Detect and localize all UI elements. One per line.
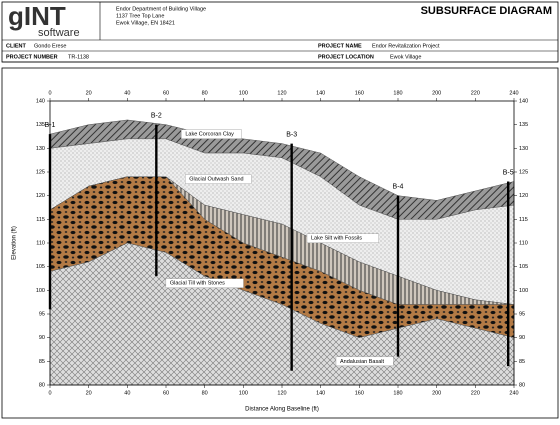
y-tick-label: 100 [36, 288, 45, 294]
x-tick-label: 180 [393, 90, 402, 96]
layer-label: Lake Corcoran Clay [185, 132, 234, 138]
y-tick-label: 130 [519, 146, 528, 152]
company-line: Ewok Village, EN 18421 [116, 20, 175, 26]
y-tick-label: 105 [519, 264, 528, 270]
layer-label: Andalusian Basalt [340, 359, 385, 365]
diagram-title: SUBSURFACE DIAGRAM [421, 5, 552, 17]
boring-label: B-2 [151, 113, 162, 120]
layer-label: Glacial Outwash Sand [189, 177, 243, 183]
x-tick-label: 0 [48, 90, 51, 96]
y-tick-label: 105 [36, 264, 45, 270]
x-tick-label: 180 [393, 390, 402, 396]
field-value: Endor Revitalization Project [372, 43, 440, 49]
x-tick-label: 20 [86, 90, 92, 96]
x-tick-label: 220 [471, 390, 480, 396]
x-tick-label: 40 [124, 390, 130, 396]
field-label: PROJECT NUMBER [6, 54, 58, 60]
x-tick-label: 60 [163, 390, 169, 396]
y-tick-label: 130 [36, 146, 45, 152]
x-tick-label: 120 [277, 390, 286, 396]
x-tick-label: 100 [239, 90, 248, 96]
x-tick-label: 140 [316, 90, 325, 96]
y-tick-label: 140 [36, 98, 45, 104]
y-tick-label: 90 [519, 335, 525, 341]
layer-label: Glacial Till with Stones [170, 281, 225, 287]
layer-label-box [165, 278, 244, 288]
x-tick-label: 20 [86, 390, 92, 396]
y-tick-label: 110 [36, 240, 45, 246]
x-tick-label: 60 [163, 90, 169, 96]
company-line: 1137 Tree Top Lane [116, 13, 164, 19]
x-tick-label: 100 [239, 390, 248, 396]
header: gINT software Endor Department of Buildi… [1, 1, 559, 63]
x-tick-label: 160 [355, 90, 364, 96]
y-tick-label: 80 [39, 382, 45, 388]
y-tick-label: 125 [519, 169, 528, 175]
y-tick-label: 115 [519, 217, 528, 223]
x-tick-label: 200 [432, 390, 441, 396]
y-tick-label: 85 [39, 359, 45, 365]
logo-title: gINT [8, 1, 66, 31]
field-label: PROJECT NAME [318, 43, 362, 49]
y-tick-label: 115 [36, 217, 45, 223]
layer-label-box [306, 233, 380, 243]
x-tick-label: 220 [471, 90, 480, 96]
company-line: Endor Department of Building Village [116, 6, 206, 12]
x-tick-label: 240 [509, 390, 518, 396]
y-tick-label: 110 [519, 240, 528, 246]
y-tick-label: 100 [519, 288, 528, 294]
plot: Lake Corcoran Clay Glacial Outwash Sand La… [36, 90, 528, 396]
y-tick-label: 135 [36, 122, 45, 128]
x-tick-label: 240 [509, 90, 518, 96]
x-tick-label: 120 [277, 90, 286, 96]
x-tick-label: 160 [355, 390, 364, 396]
field-value: TR-1138 [68, 54, 89, 60]
layer-label-box [181, 129, 242, 139]
y-tick-label: 120 [519, 193, 528, 199]
x-tick-label: 80 [202, 90, 208, 96]
boring-label: B-5 [503, 169, 514, 176]
x-tick-label: 0 [48, 390, 51, 396]
boring-label: B-4 [393, 184, 404, 191]
chart-frame [1, 67, 559, 419]
layer-label-box [184, 174, 252, 184]
y-tick-label: 120 [36, 193, 45, 199]
x-tick-label: 140 [316, 390, 325, 396]
y-tick-label: 90 [39, 335, 45, 341]
x-tick-label: 40 [124, 90, 130, 96]
x-tick-label: 200 [432, 90, 441, 96]
x-tick-label: 80 [202, 390, 208, 396]
y-tick-label: 135 [519, 122, 528, 128]
field-label: CLIENT [6, 43, 27, 49]
y-tick-label: 85 [519, 359, 525, 365]
y-tick-label: 140 [519, 98, 528, 104]
y-tick-label: 80 [519, 382, 525, 388]
layer-label: Lake Silt with Fossils [311, 236, 362, 242]
field-value: Gondo Erese [34, 43, 66, 49]
boring-label: B-3 [286, 131, 297, 138]
x-axis-label: Distance Along Baseline (ft) [245, 407, 319, 413]
field-label: PROJECT LOCATION [318, 54, 374, 60]
y-tick-label: 125 [36, 169, 45, 175]
y-tick-label: 95 [39, 311, 45, 317]
y-axis-label: Elevation (ft) [12, 226, 18, 260]
layer-label-box [335, 356, 394, 367]
logo-subtitle: software [38, 27, 80, 39]
field-value: Ewok Village [390, 54, 421, 60]
y-tick-label: 95 [519, 311, 525, 317]
